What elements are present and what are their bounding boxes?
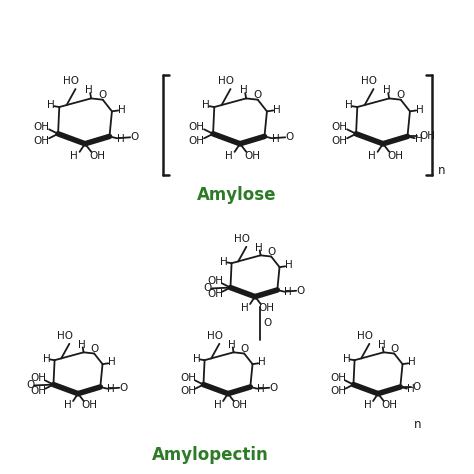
Text: OH: OH — [231, 400, 247, 410]
Text: H: H — [64, 400, 72, 410]
Text: O: O — [390, 345, 398, 355]
Text: n: n — [438, 164, 446, 176]
Text: OH: OH — [331, 386, 346, 396]
Text: OH: OH — [245, 151, 261, 161]
Text: H: H — [214, 400, 222, 410]
Text: H: H — [365, 400, 372, 410]
Text: HO: HO — [57, 331, 73, 341]
Text: H: H — [70, 151, 78, 161]
Text: OH: OH — [34, 136, 50, 146]
Text: OH: OH — [189, 122, 205, 132]
Text: OH: OH — [258, 303, 274, 313]
Text: O: O — [296, 286, 304, 296]
Text: OH: OH — [31, 386, 47, 396]
Text: Amylose: Amylose — [197, 186, 277, 204]
Text: Amylopectin: Amylopectin — [152, 446, 268, 464]
Text: H: H — [346, 100, 353, 110]
Text: H: H — [225, 151, 233, 161]
Text: O: O — [267, 247, 275, 257]
Text: H: H — [202, 100, 210, 110]
Text: H: H — [273, 105, 281, 115]
Text: H: H — [257, 384, 265, 394]
Text: OH: OH — [90, 151, 106, 161]
Text: H: H — [258, 357, 265, 367]
Text: OH: OH — [382, 400, 398, 410]
Text: OH: OH — [388, 151, 403, 161]
Text: H: H — [228, 340, 236, 350]
Text: O: O — [269, 383, 277, 393]
Text: O: O — [285, 132, 294, 142]
Text: H: H — [378, 340, 386, 350]
Text: O: O — [412, 382, 421, 392]
Text: H: H — [415, 134, 423, 144]
Text: OH: OH — [332, 122, 348, 132]
Text: H: H — [343, 354, 351, 364]
Text: H: H — [285, 261, 292, 271]
Text: HO: HO — [218, 76, 234, 86]
Text: H: H — [255, 243, 263, 253]
Text: HO: HO — [357, 331, 373, 341]
Text: H: H — [117, 134, 125, 144]
Text: OH: OH — [208, 289, 224, 299]
Text: n: n — [414, 419, 422, 431]
Text: H: H — [272, 134, 280, 144]
Text: OH: OH — [189, 136, 205, 146]
Text: H: H — [193, 354, 201, 364]
Text: HO: HO — [361, 76, 377, 86]
Text: H: H — [383, 85, 391, 95]
Text: OH: OH — [34, 122, 50, 132]
Text: H: H — [47, 100, 55, 110]
Text: H: H — [43, 354, 51, 364]
Text: H: H — [416, 105, 424, 115]
Text: OH: OH — [419, 131, 436, 141]
Text: O: O — [119, 383, 128, 393]
Text: OH: OH — [181, 373, 197, 383]
Text: H: H — [220, 256, 228, 266]
Text: O: O — [240, 345, 248, 355]
Text: O: O — [203, 283, 211, 293]
Text: H: H — [85, 85, 93, 95]
Text: O: O — [27, 381, 35, 391]
Text: OH: OH — [181, 386, 197, 396]
Text: OH: OH — [332, 136, 348, 146]
Text: O: O — [99, 90, 107, 100]
Text: H: H — [107, 384, 115, 394]
Text: HO: HO — [207, 331, 223, 341]
Text: O: O — [90, 345, 98, 355]
Text: O: O — [397, 90, 405, 100]
Text: OH: OH — [208, 276, 224, 286]
Text: O: O — [254, 90, 262, 100]
Text: H: H — [284, 287, 292, 297]
Text: H: H — [240, 85, 248, 95]
Text: H: H — [407, 384, 415, 394]
Text: HO: HO — [63, 76, 79, 86]
Text: OH: OH — [82, 400, 98, 410]
Text: OH: OH — [31, 373, 47, 383]
Text: HO: HO — [234, 235, 250, 245]
Text: H: H — [241, 303, 249, 313]
Text: H: H — [78, 340, 86, 350]
Text: OH: OH — [331, 373, 346, 383]
Text: H: H — [108, 357, 116, 367]
Text: H: H — [118, 105, 126, 115]
Text: H: H — [408, 357, 415, 367]
Text: O: O — [264, 319, 272, 328]
Text: O: O — [130, 132, 139, 142]
Text: H: H — [368, 151, 376, 161]
